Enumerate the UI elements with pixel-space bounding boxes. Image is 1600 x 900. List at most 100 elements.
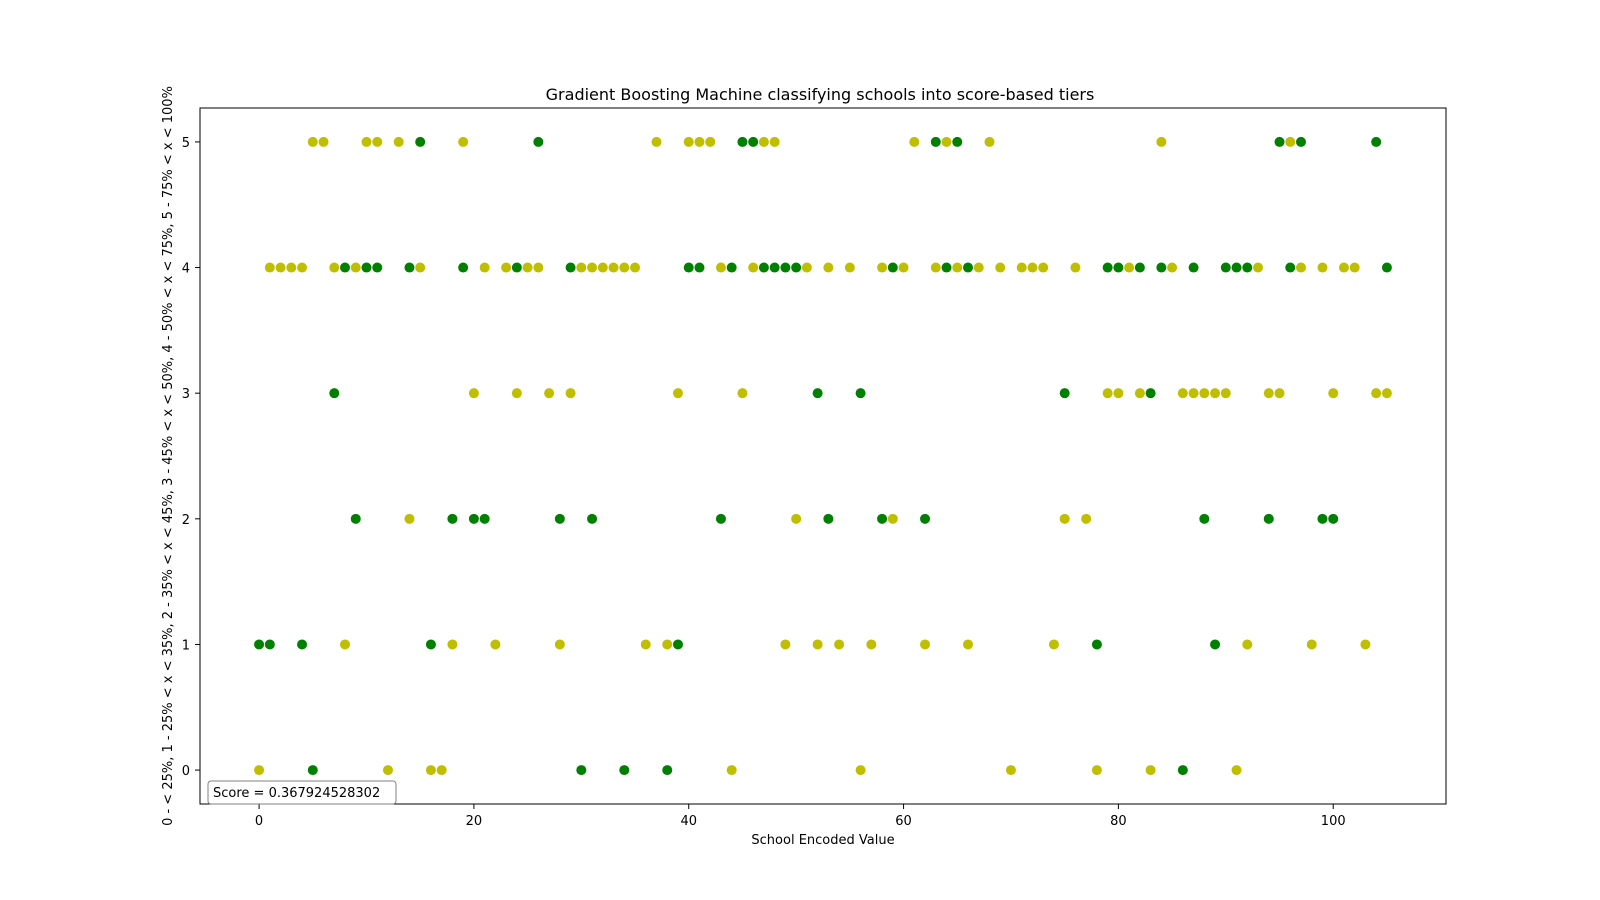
data-point bbox=[1145, 388, 1156, 399]
x-axis-label: School Encoded Value bbox=[751, 833, 894, 848]
data-point bbox=[662, 765, 673, 776]
data-point bbox=[318, 136, 329, 147]
data-point bbox=[898, 262, 909, 273]
data-point bbox=[340, 639, 351, 650]
data-point bbox=[672, 639, 683, 650]
data-point bbox=[1005, 765, 1016, 776]
data-point bbox=[855, 388, 866, 399]
plot-area bbox=[254, 136, 1392, 776]
data-point bbox=[855, 765, 866, 776]
data-point bbox=[737, 136, 748, 147]
data-point bbox=[404, 513, 415, 524]
x-tick-label: 40 bbox=[680, 814, 697, 829]
x-tick-label: 100 bbox=[1321, 814, 1346, 829]
data-point bbox=[490, 639, 501, 650]
data-point bbox=[404, 262, 415, 273]
x-tick-label: 80 bbox=[1110, 814, 1127, 829]
x-tick-label: 20 bbox=[466, 814, 483, 829]
data-point bbox=[254, 765, 265, 776]
data-point bbox=[297, 639, 308, 650]
data-point bbox=[1328, 513, 1339, 524]
data-point bbox=[995, 262, 1006, 273]
data-point bbox=[1231, 262, 1242, 273]
data-point bbox=[941, 136, 952, 147]
data-point bbox=[554, 513, 565, 524]
data-point bbox=[694, 262, 705, 273]
x-axis: 0 20 40 60 80 100 bbox=[255, 804, 1346, 829]
data-point bbox=[307, 765, 318, 776]
data-point bbox=[952, 136, 963, 147]
data-point bbox=[275, 262, 286, 273]
data-point bbox=[329, 262, 340, 273]
data-point bbox=[1113, 388, 1124, 399]
data-point bbox=[350, 513, 361, 524]
data-point bbox=[597, 262, 608, 273]
data-point bbox=[1317, 513, 1328, 524]
data-point bbox=[1381, 262, 1392, 273]
data-point bbox=[264, 639, 275, 650]
data-point bbox=[1199, 388, 1210, 399]
data-point bbox=[468, 388, 479, 399]
data-point bbox=[715, 262, 726, 273]
data-point bbox=[866, 639, 877, 650]
y-tick-label: 3 bbox=[182, 387, 190, 402]
data-point bbox=[812, 388, 823, 399]
data-point bbox=[1156, 262, 1167, 273]
data-point bbox=[683, 136, 694, 147]
data-point bbox=[372, 136, 383, 147]
data-point bbox=[877, 513, 888, 524]
data-point bbox=[963, 262, 974, 273]
data-point bbox=[1220, 388, 1231, 399]
data-point bbox=[565, 388, 576, 399]
data-point bbox=[372, 262, 383, 273]
data-point bbox=[780, 639, 791, 650]
data-point bbox=[511, 262, 522, 273]
data-point bbox=[791, 513, 802, 524]
data-point bbox=[587, 262, 598, 273]
y-tick-label: 2 bbox=[182, 513, 190, 528]
data-point bbox=[533, 262, 544, 273]
data-point bbox=[393, 136, 404, 147]
data-point bbox=[920, 639, 931, 650]
data-point bbox=[1188, 262, 1199, 273]
data-point bbox=[1059, 388, 1070, 399]
data-point bbox=[447, 513, 458, 524]
data-point bbox=[587, 513, 598, 524]
data-point bbox=[1113, 262, 1124, 273]
data-point bbox=[1381, 388, 1392, 399]
data-point bbox=[1317, 262, 1328, 273]
axes-frame bbox=[199, 107, 1447, 805]
data-point bbox=[1349, 262, 1360, 273]
data-point bbox=[1188, 388, 1199, 399]
data-point bbox=[544, 388, 555, 399]
score-annotation-box bbox=[207, 780, 397, 805]
data-point bbox=[576, 262, 587, 273]
data-point bbox=[1091, 639, 1102, 650]
data-point bbox=[1038, 262, 1049, 273]
data-point bbox=[887, 262, 898, 273]
data-point bbox=[1102, 388, 1113, 399]
data-point bbox=[823, 513, 834, 524]
data-point bbox=[254, 639, 265, 650]
data-point bbox=[1167, 262, 1178, 273]
data-point bbox=[361, 262, 372, 273]
data-point bbox=[1220, 262, 1231, 273]
score-annotation-text: Score = 0.367924528302 bbox=[213, 786, 380, 801]
data-point bbox=[662, 639, 673, 650]
data-point bbox=[769, 136, 780, 147]
data-point bbox=[425, 765, 436, 776]
data-point bbox=[1285, 136, 1296, 147]
data-point bbox=[930, 262, 941, 273]
data-point bbox=[447, 639, 458, 650]
data-point bbox=[1177, 388, 1188, 399]
data-point bbox=[1274, 388, 1285, 399]
data-point bbox=[920, 513, 931, 524]
data-point bbox=[1081, 513, 1092, 524]
data-point bbox=[619, 765, 630, 776]
data-point bbox=[522, 262, 533, 273]
data-point bbox=[458, 136, 469, 147]
data-point bbox=[630, 262, 641, 273]
data-point bbox=[769, 262, 780, 273]
chart-title: Gradient Boosting Machine classifying sc… bbox=[546, 85, 1095, 104]
